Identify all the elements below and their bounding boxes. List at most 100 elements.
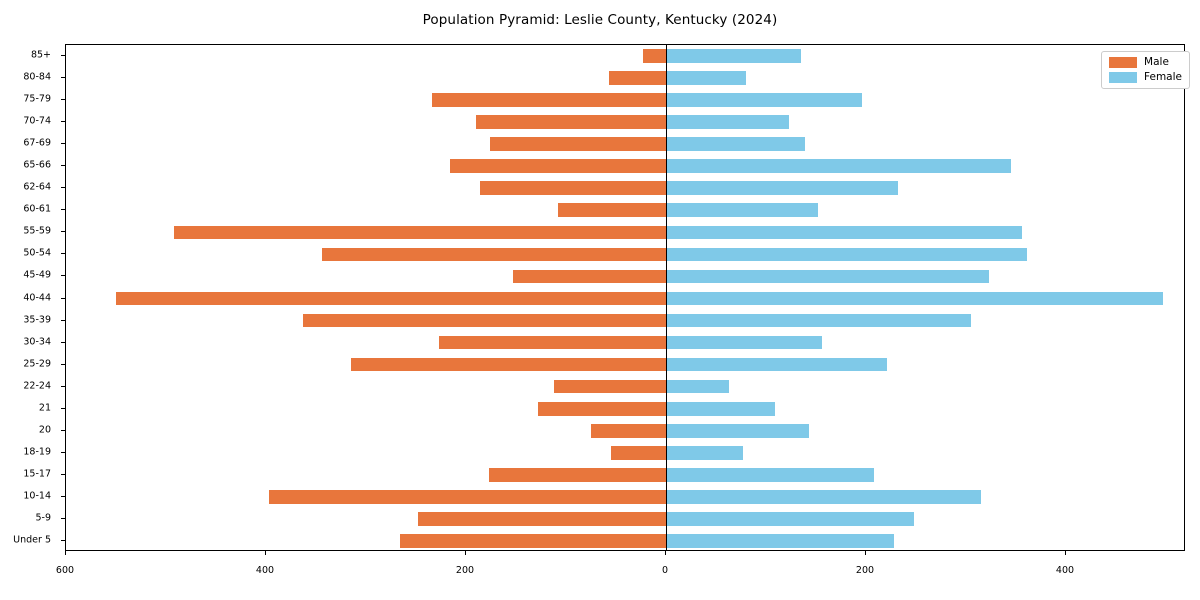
y-tick-label: 5-9 bbox=[35, 512, 51, 524]
y-tick-label: 60-61 bbox=[23, 203, 51, 215]
bar-row bbox=[66, 490, 1184, 504]
x-tick-label: 200 bbox=[855, 565, 875, 576]
y-tick-mark bbox=[61, 341, 65, 343]
bar-male bbox=[432, 93, 666, 107]
bar-male bbox=[489, 468, 666, 482]
bar-female bbox=[666, 203, 818, 218]
y-tick-label: 85+ bbox=[30, 49, 51, 61]
x-tick-label: 0 bbox=[661, 565, 669, 576]
bar-male bbox=[418, 512, 666, 526]
bar-male bbox=[611, 445, 666, 460]
bar-row bbox=[66, 401, 1184, 416]
y-tick-label: 21 bbox=[38, 402, 51, 414]
bar-female bbox=[666, 49, 801, 63]
bar-male bbox=[269, 490, 666, 504]
bar-male bbox=[609, 71, 666, 85]
x-axis: 600 400 200 0 200 400 bbox=[0, 551, 1200, 591]
x-tick-mark bbox=[465, 551, 466, 555]
y-tick-label: 25-29 bbox=[23, 358, 51, 370]
bar-male bbox=[490, 137, 666, 152]
y-tick-label: 65-66 bbox=[23, 159, 51, 171]
legend-entry-male[interactable]: Male bbox=[1109, 57, 1182, 68]
bar-female bbox=[666, 291, 1163, 306]
y-axis: 85+ 80-84 75-79 70-74 67-69 65-66 62-64 60-61 55… bbox=[0, 44, 65, 551]
bar-row bbox=[66, 115, 1184, 129]
y-tick-mark bbox=[61, 55, 65, 57]
bar-row bbox=[66, 93, 1184, 107]
bar-female bbox=[666, 313, 971, 328]
bar-male bbox=[303, 313, 666, 328]
x-tick-label: 600 bbox=[55, 565, 75, 576]
y-tick-label: 10-14 bbox=[23, 490, 51, 502]
y-tick-mark bbox=[61, 297, 65, 299]
bar-female bbox=[666, 71, 746, 85]
y-tick-mark bbox=[61, 319, 65, 321]
legend-label: Female bbox=[1144, 71, 1182, 83]
bar-male bbox=[513, 269, 666, 284]
y-tick-label: 22-24 bbox=[23, 380, 51, 392]
x-tick-mark bbox=[865, 551, 866, 555]
bar-male bbox=[554, 379, 666, 394]
x-tick-label: 400 bbox=[1055, 565, 1075, 576]
bar-female bbox=[666, 269, 989, 284]
bar-row bbox=[66, 291, 1184, 306]
bar-male bbox=[322, 247, 666, 262]
y-tick-mark bbox=[61, 451, 65, 453]
bar-female bbox=[666, 225, 1022, 240]
x-tick-mark bbox=[65, 551, 66, 555]
bar-row bbox=[66, 159, 1184, 174]
bar-row bbox=[66, 313, 1184, 328]
y-tick-label: 62-64 bbox=[23, 181, 51, 193]
y-tick-label: 55-59 bbox=[23, 225, 51, 237]
bar-male bbox=[591, 423, 666, 438]
bar-male bbox=[450, 159, 666, 174]
legend-entry-female[interactable]: Female bbox=[1109, 72, 1182, 83]
bar-row bbox=[66, 225, 1184, 240]
bar-row bbox=[66, 71, 1184, 85]
bar-row bbox=[66, 247, 1184, 262]
bar-row bbox=[66, 137, 1184, 152]
x-tick-mark bbox=[265, 551, 266, 555]
bar-female bbox=[666, 445, 743, 460]
bar-row bbox=[66, 335, 1184, 350]
y-tick-label: 70-74 bbox=[23, 115, 51, 127]
y-tick-mark bbox=[61, 77, 65, 79]
y-tick-label: 50-54 bbox=[23, 247, 51, 259]
bar-male bbox=[174, 225, 666, 240]
bar-row bbox=[66, 379, 1184, 394]
bar-male bbox=[351, 357, 666, 372]
y-tick-mark bbox=[61, 209, 65, 211]
y-tick-mark bbox=[61, 495, 65, 497]
bar-male bbox=[116, 291, 666, 306]
y-tick-mark bbox=[61, 429, 65, 431]
bar-female bbox=[666, 93, 862, 107]
bar-male bbox=[400, 534, 666, 548]
y-tick-label: 15-17 bbox=[23, 468, 51, 480]
x-tick-label: 200 bbox=[455, 565, 475, 576]
bar-row bbox=[66, 203, 1184, 218]
legend-label: Male bbox=[1144, 56, 1169, 68]
bar-row bbox=[66, 181, 1184, 196]
bar-row bbox=[66, 269, 1184, 284]
legend-swatch-icon bbox=[1109, 72, 1138, 83]
bar-female bbox=[666, 534, 894, 548]
y-tick-label: 45-49 bbox=[23, 269, 51, 281]
bar-male bbox=[476, 115, 666, 129]
bar-female bbox=[666, 379, 729, 394]
y-tick-label: 20 bbox=[38, 424, 51, 436]
y-tick-label: 40-44 bbox=[23, 292, 51, 303]
x-tick-mark bbox=[665, 551, 666, 555]
chart-legend: Male Female bbox=[1101, 51, 1190, 89]
bars-layer bbox=[66, 45, 1184, 550]
bar-male bbox=[439, 335, 666, 350]
y-tick-label: 67-69 bbox=[23, 137, 51, 149]
bar-row bbox=[66, 534, 1184, 548]
bar-row bbox=[66, 512, 1184, 526]
x-tick-label: 400 bbox=[255, 565, 275, 576]
y-tick-mark bbox=[61, 187, 65, 189]
bar-female bbox=[666, 401, 775, 416]
y-tick-label: 80-84 bbox=[23, 71, 51, 83]
y-tick-mark bbox=[61, 165, 65, 167]
y-tick-mark bbox=[61, 121, 65, 123]
y-tick-mark bbox=[61, 517, 65, 519]
